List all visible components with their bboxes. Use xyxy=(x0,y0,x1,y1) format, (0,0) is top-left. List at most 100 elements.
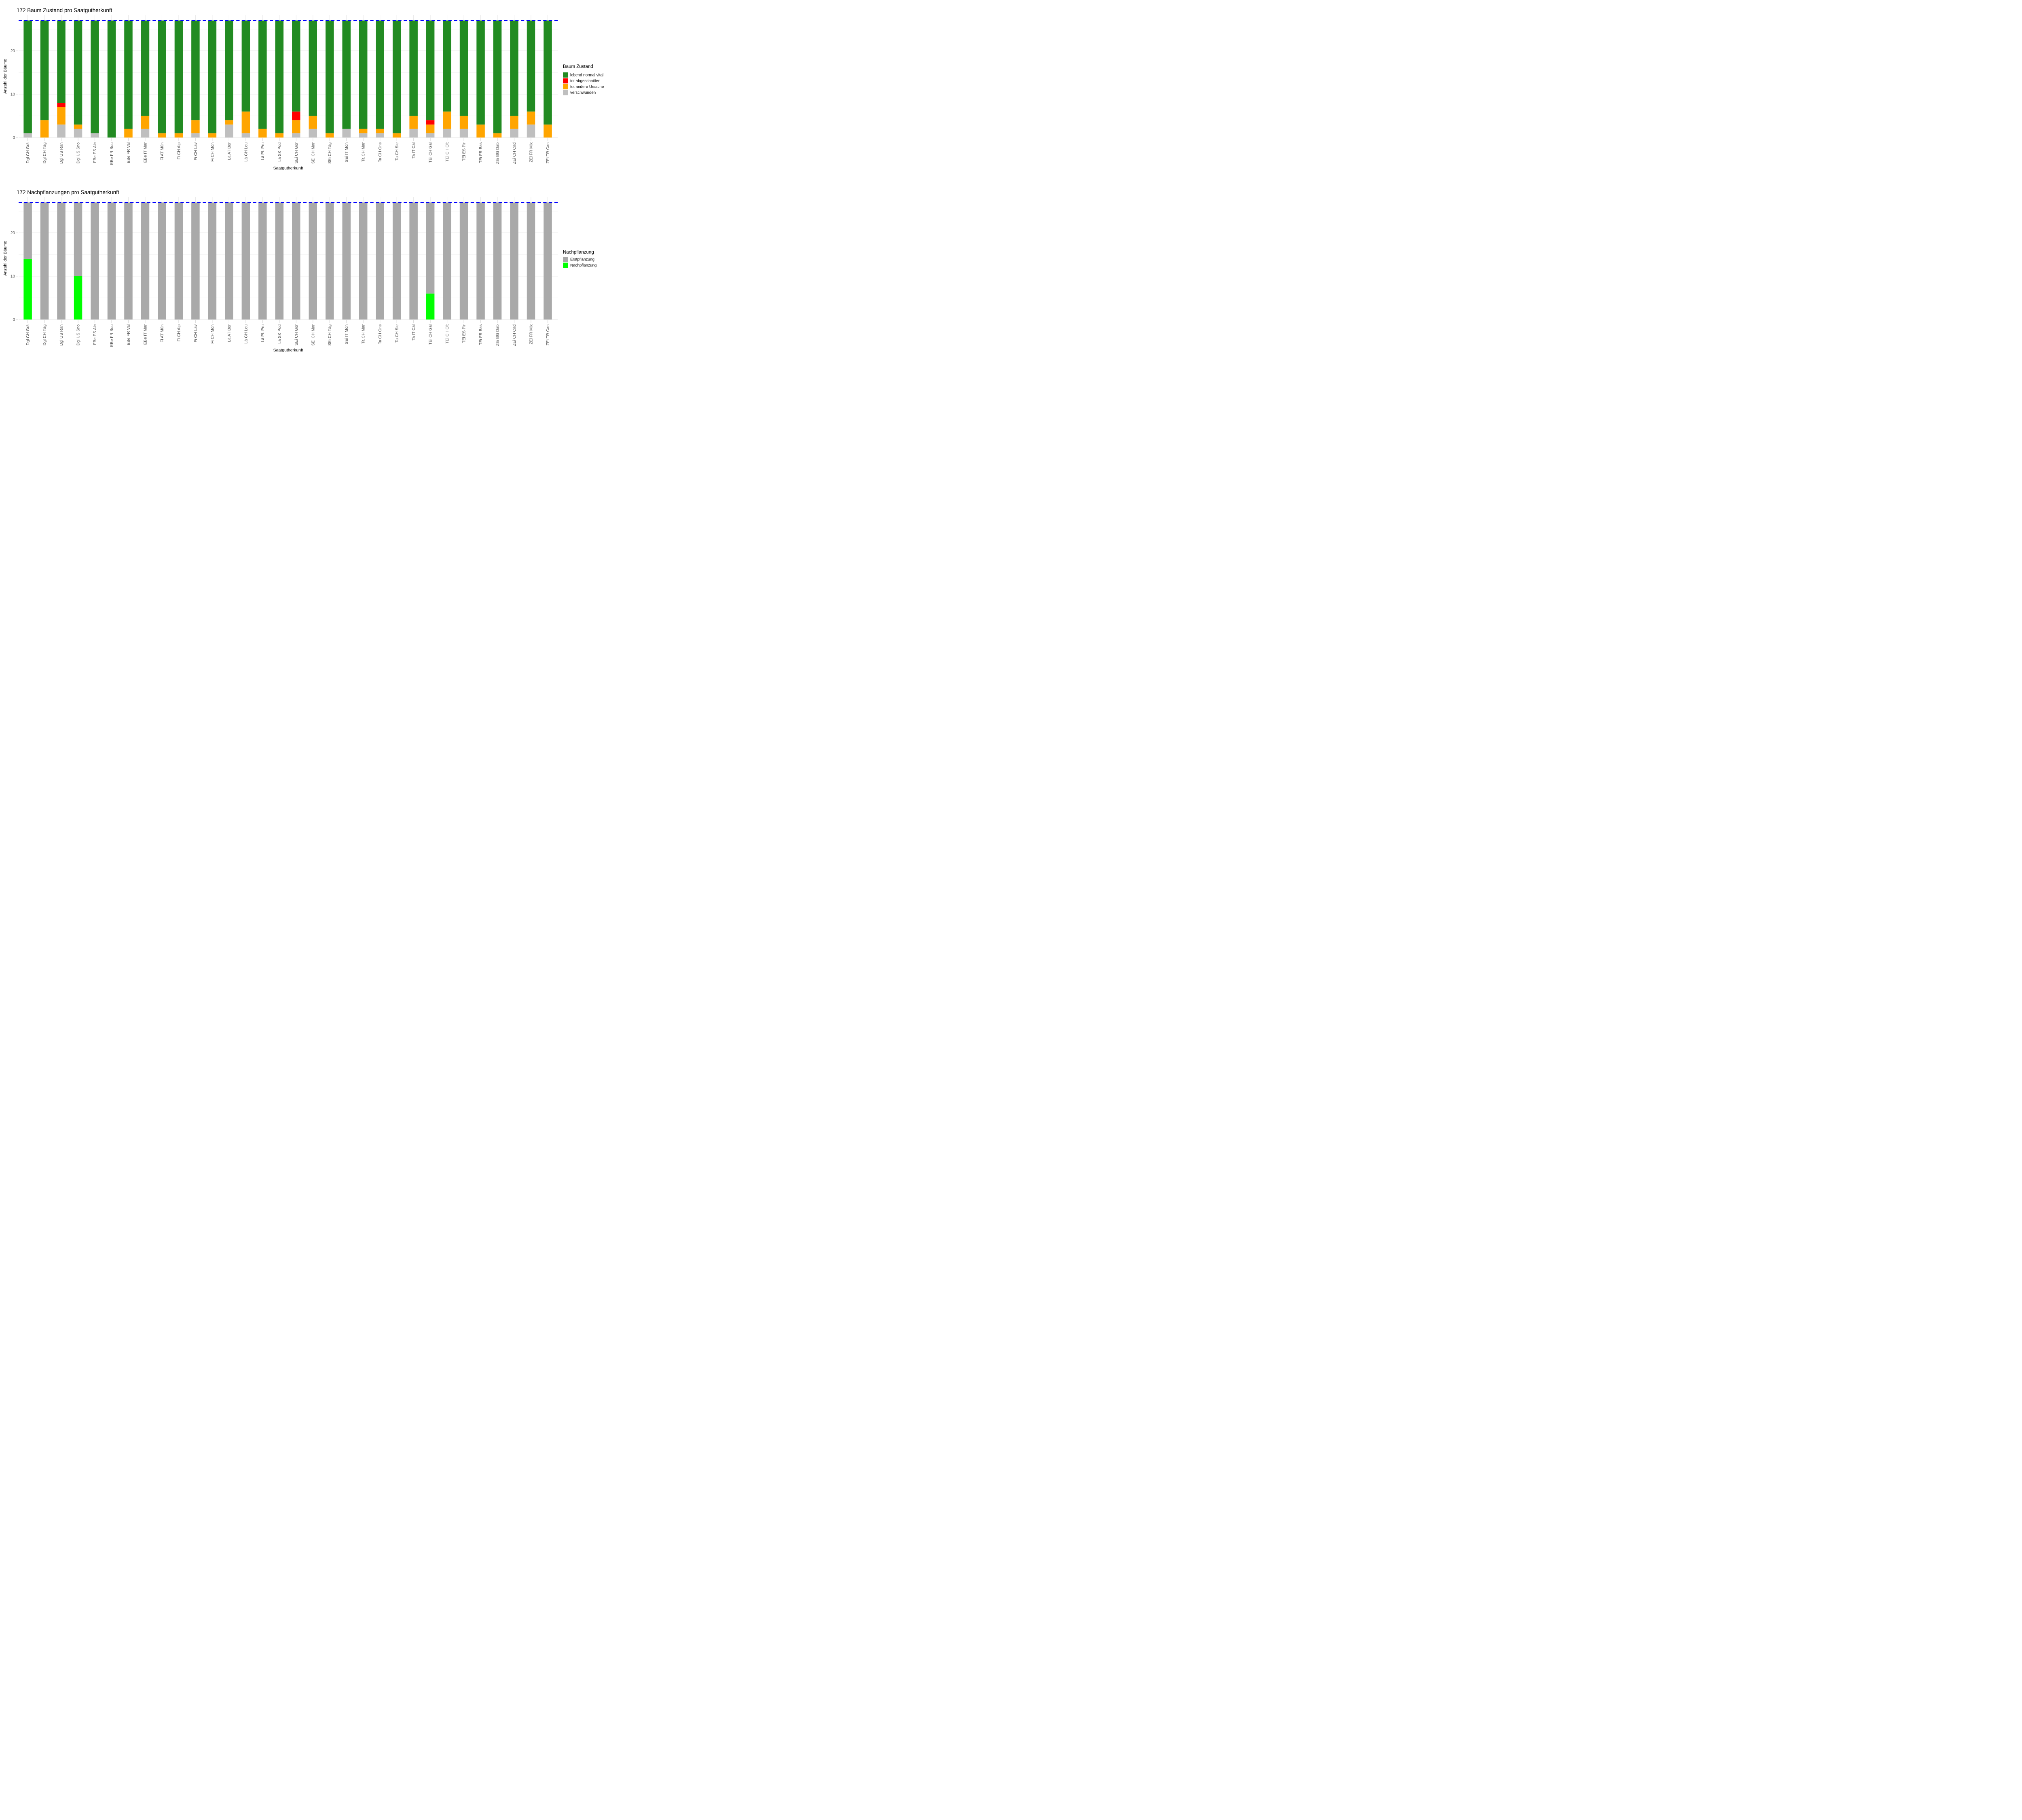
bar-segment xyxy=(91,133,99,138)
x-tick-label: ZEi CH Cad xyxy=(512,324,517,346)
bar-segment xyxy=(325,202,334,320)
bar-segment xyxy=(208,202,217,320)
bar-segment xyxy=(309,202,317,320)
x-tick-label: SEi CH Mar xyxy=(311,142,315,163)
bar-segment xyxy=(74,124,82,129)
chart-title: 172 Baum Zustand pro Saatgutherkunft xyxy=(17,7,112,13)
x-tick-label: SEi CH Täg xyxy=(328,324,332,346)
legend-swatch xyxy=(563,78,568,84)
bar-segment xyxy=(191,120,200,133)
bar-segment xyxy=(510,129,518,138)
x-tick-label: Lä CH Leu xyxy=(244,142,248,162)
bar-segment xyxy=(91,20,99,133)
bar-segment xyxy=(141,20,150,116)
bar-segment xyxy=(443,20,451,112)
x-tick-label: TEi CH Olt xyxy=(445,324,450,344)
legend-title: Baum Zustand xyxy=(563,64,593,69)
bar-segment xyxy=(292,202,300,320)
bar-segment xyxy=(409,129,418,138)
bar-segment xyxy=(241,111,250,133)
bar-segment xyxy=(527,20,535,112)
x-tick-label: EBe FR Bou xyxy=(110,142,114,165)
bar-segment xyxy=(493,133,502,138)
x-tick-label: SEi CH Mar xyxy=(311,324,315,345)
bar-segment xyxy=(544,124,552,138)
bar-segment xyxy=(191,20,200,121)
bar-segment xyxy=(57,107,66,125)
x-tick-label: TEi CH Olt xyxy=(445,142,450,162)
x-tick-label: TEi CH Gal xyxy=(429,324,433,345)
bar-segment xyxy=(40,202,49,320)
bar-segment xyxy=(258,202,267,320)
bar-segment xyxy=(292,133,300,138)
x-tick-label: Ta CH Mar xyxy=(362,324,366,343)
x-tick-label: Lä PL Pru xyxy=(261,324,265,342)
x-tick-label: ZEi TR Can xyxy=(546,142,550,163)
bar-segment xyxy=(23,20,32,133)
y-tick-label: 0 xyxy=(13,318,15,322)
bar-segment xyxy=(376,202,384,320)
bar-segment xyxy=(527,202,535,320)
y-axis-label: Anzahl der Bäume xyxy=(3,241,8,276)
bar-segment xyxy=(426,120,435,125)
x-tick-label: Dgl CH Täg xyxy=(43,142,47,163)
bar-segment xyxy=(493,202,502,320)
bar-segment xyxy=(359,133,368,138)
x-tick-label: EBe FR Val xyxy=(127,324,131,345)
x-tick-label: ZEi BG Dab xyxy=(496,142,500,164)
bar-segment xyxy=(141,116,150,129)
bar-segment xyxy=(23,133,32,138)
bar-segment xyxy=(225,120,233,125)
bar-segment xyxy=(392,202,401,320)
x-tick-label: Lä AT Ber xyxy=(227,142,232,160)
x-tick-label: Lä AT Ber xyxy=(227,324,232,342)
bar-segment xyxy=(426,133,435,138)
bar-segment xyxy=(510,20,518,116)
bar-segment xyxy=(74,202,82,276)
bar-segment xyxy=(325,133,334,138)
bar-segment xyxy=(74,20,82,125)
legend-swatch xyxy=(563,72,568,78)
stacked-bar-chart-svg: 0 10 20 Dgl CH Grä Dgl CH Täg Dgl US Ran Dgl U… xyxy=(3,189,596,353)
x-tick-label: Fi CH Lav xyxy=(194,142,198,160)
bar-segment xyxy=(510,116,518,129)
bar-segment xyxy=(141,202,150,320)
x-tick-label: Lä SK Pod xyxy=(277,324,282,344)
bar-segment xyxy=(325,20,334,133)
bar-segment xyxy=(158,133,166,138)
x-tick-label: Dgl CH Grä xyxy=(26,142,30,163)
bar-segment xyxy=(40,120,49,138)
x-tick-label: Fi CH Alp xyxy=(177,324,181,342)
bar-segment xyxy=(476,124,485,138)
x-tick-label: ZEi BG Dab xyxy=(496,324,500,346)
x-tick-label: Lä CH Leu xyxy=(244,324,248,344)
bar-segment xyxy=(309,20,317,116)
bar-segment xyxy=(57,202,66,320)
x-tick-label: ZEi FR Mix xyxy=(529,142,534,162)
bar-segment xyxy=(23,258,32,320)
bar-segment xyxy=(493,20,502,133)
bar-segment xyxy=(510,202,518,320)
bar-segment xyxy=(342,20,351,129)
bar-segment xyxy=(426,202,435,294)
bar-segment xyxy=(275,133,284,138)
y-tick-label: 10 xyxy=(11,92,15,97)
x-tick-label: Fi CH Lav xyxy=(194,324,198,342)
bar-segment xyxy=(426,124,435,133)
bar-segment xyxy=(241,202,250,320)
x-tick-label: Lä SK Pod xyxy=(277,142,282,162)
bar-segment xyxy=(359,20,368,129)
x-tick-label: TEi CH Gal xyxy=(429,142,433,163)
figure-canvas: 0 10 20 Dgl CH Grä Dgl CH Täg Dgl US Ran Dgl U… xyxy=(0,0,607,364)
x-tick-label: Fi CH Mon xyxy=(210,324,215,344)
bar-segment xyxy=(544,20,552,125)
x-tick-label: EBe FR Bou xyxy=(110,324,114,347)
x-tick-label: Ta IT Cal xyxy=(412,142,416,159)
x-axis-label: Saatgutherkunft xyxy=(273,348,303,353)
legend-swatch xyxy=(563,84,568,89)
legend-title: Nachpflanzung xyxy=(563,250,594,255)
bar-segment xyxy=(359,129,368,133)
bar-segment xyxy=(476,202,485,320)
x-tick-label: SEi CH Gor xyxy=(294,142,299,163)
